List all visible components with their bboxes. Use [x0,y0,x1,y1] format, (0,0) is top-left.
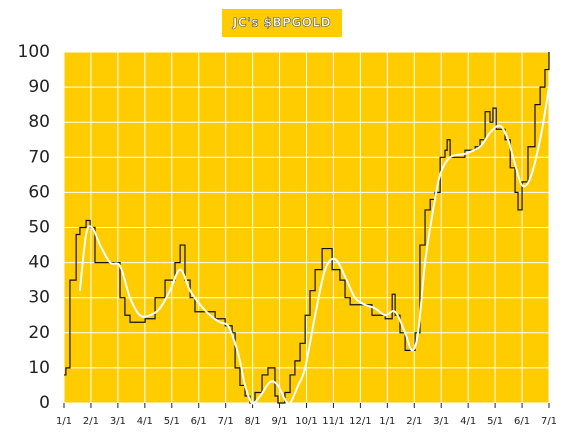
x-tick-label: 10/1 [295,416,317,427]
x-tick-label: 1/1 [56,416,72,427]
y-tick-label: 40 [28,253,50,273]
x-tick-label: 1/1 [379,416,395,427]
y-tick-label: 20 [28,323,50,343]
x-tick-label: 4/1 [137,416,153,427]
x-tick-label: 6/1 [191,416,207,427]
title-box [222,9,342,37]
x-tick-label: 3/1 [433,416,449,427]
series-line [64,52,550,404]
x-tick-label: 4/1 [460,416,476,427]
chart-title: JC's $BPGOLD [232,16,331,30]
series-line [78,86,550,405]
x-tick-label: 2/1 [406,416,422,427]
y-tick-label: 100 [18,42,50,62]
y-tick-label: 10 [28,358,50,378]
x-tick-label: 9/1 [272,416,288,427]
x-tick-label: 2/1 [83,416,99,427]
y-tick-label: 30 [28,288,50,308]
x-tick-label: 7/1 [218,416,234,427]
x-tick-label: 5/1 [487,416,503,427]
x-tick-label: 11/1 [322,416,344,427]
y-tick-label: 70 [28,147,50,167]
x-tick-label: 5/1 [164,416,180,427]
x-tick-label: 3/1 [110,416,126,427]
y-tick-label: 50 [28,218,50,238]
x-tick-label: 12/1 [349,416,371,427]
x-tick-label: 8/1 [245,416,261,427]
x-tick-label: 7/1 [541,416,557,427]
y-tick-label: 0 [39,393,50,413]
y-tick-label: 90 [28,77,50,97]
y-tick-label: 60 [28,182,50,202]
y-tick-label: 80 [28,112,50,132]
x-tick-label: 6/1 [514,416,530,427]
